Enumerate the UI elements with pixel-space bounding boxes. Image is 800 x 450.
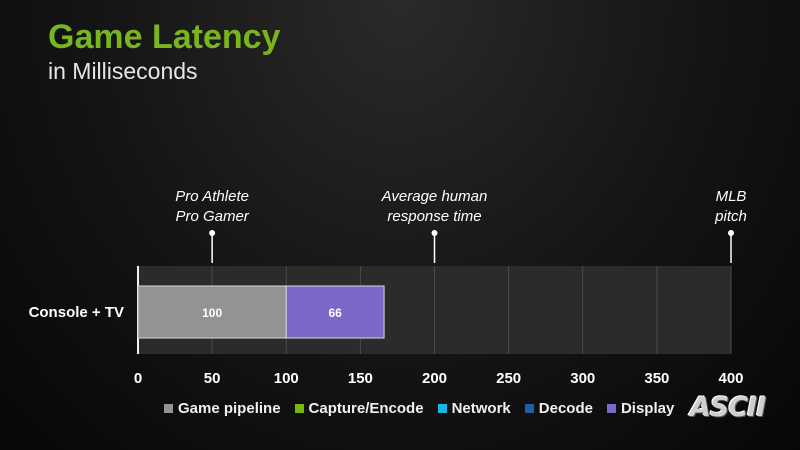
legend-item-decode: Decode: [524, 400, 593, 417]
x-tick-label-350: 350: [644, 370, 669, 387]
legend: Game pipeline Capture/Encode Network Dec…: [164, 400, 674, 417]
category-label: Console + TV: [29, 304, 124, 321]
bar-display: [285, 285, 385, 339]
annotation-marker-2: [728, 230, 734, 236]
legend-label-game-pipeline: Game pipeline: [178, 400, 281, 417]
legend-label-capture-encode: Capture/Encode: [308, 400, 424, 417]
x-tick-label-150: 150: [348, 370, 373, 387]
legend-label-display: Display: [620, 400, 675, 417]
annotation-text-2-0: MLB: [716, 188, 747, 205]
chart-title: Game Latency: [48, 18, 281, 56]
legend-item-game-pipeline: Game pipeline: [164, 400, 281, 417]
annotation-text-1-0: Average human: [381, 188, 488, 205]
legend-swatch-capture-encode: [294, 404, 304, 413]
watermark-logo: ASCII: [690, 392, 766, 423]
annotation-marker-0: [209, 230, 216, 236]
legend-item-capture-encode: Capture/Encode: [294, 400, 424, 417]
legend-swatch-decode: [524, 404, 534, 413]
annotation-text-0-0: Pro Athlete: [175, 188, 249, 205]
legend-item-network: Network: [437, 400, 511, 417]
data-label-display: 66: [328, 306, 342, 320]
legend-label-decode: Decode: [538, 400, 593, 417]
x-tick-label-200: 200: [422, 370, 447, 387]
legend-swatch-game-pipeline: [164, 404, 173, 413]
legend-swatch-display: [606, 404, 616, 413]
annotation-text-0-1: Pro Gamer: [175, 208, 249, 225]
legend-label-network: Network: [451, 400, 511, 417]
legend-swatch-network: [437, 404, 447, 413]
x-tick-label-50: 50: [204, 370, 221, 387]
x-tick-label-250: 250: [496, 370, 521, 387]
x-tick-label-400: 400: [718, 370, 743, 387]
x-tick-label-300: 300: [570, 370, 595, 387]
chart-subtitle: in Milliseconds: [48, 58, 198, 84]
bar-game-pipeline: [137, 285, 287, 339]
data-label-game-pipeline: 100: [202, 306, 222, 320]
annotation-marker-1: [431, 230, 438, 236]
x-tick-label-100: 100: [274, 370, 299, 387]
legend-item-display: Display: [606, 400, 675, 417]
annotation-text-2-1: pitch: [714, 208, 747, 225]
annotation-text-1-1: response time: [387, 208, 481, 225]
x-tick-label-0: 0: [134, 370, 142, 387]
